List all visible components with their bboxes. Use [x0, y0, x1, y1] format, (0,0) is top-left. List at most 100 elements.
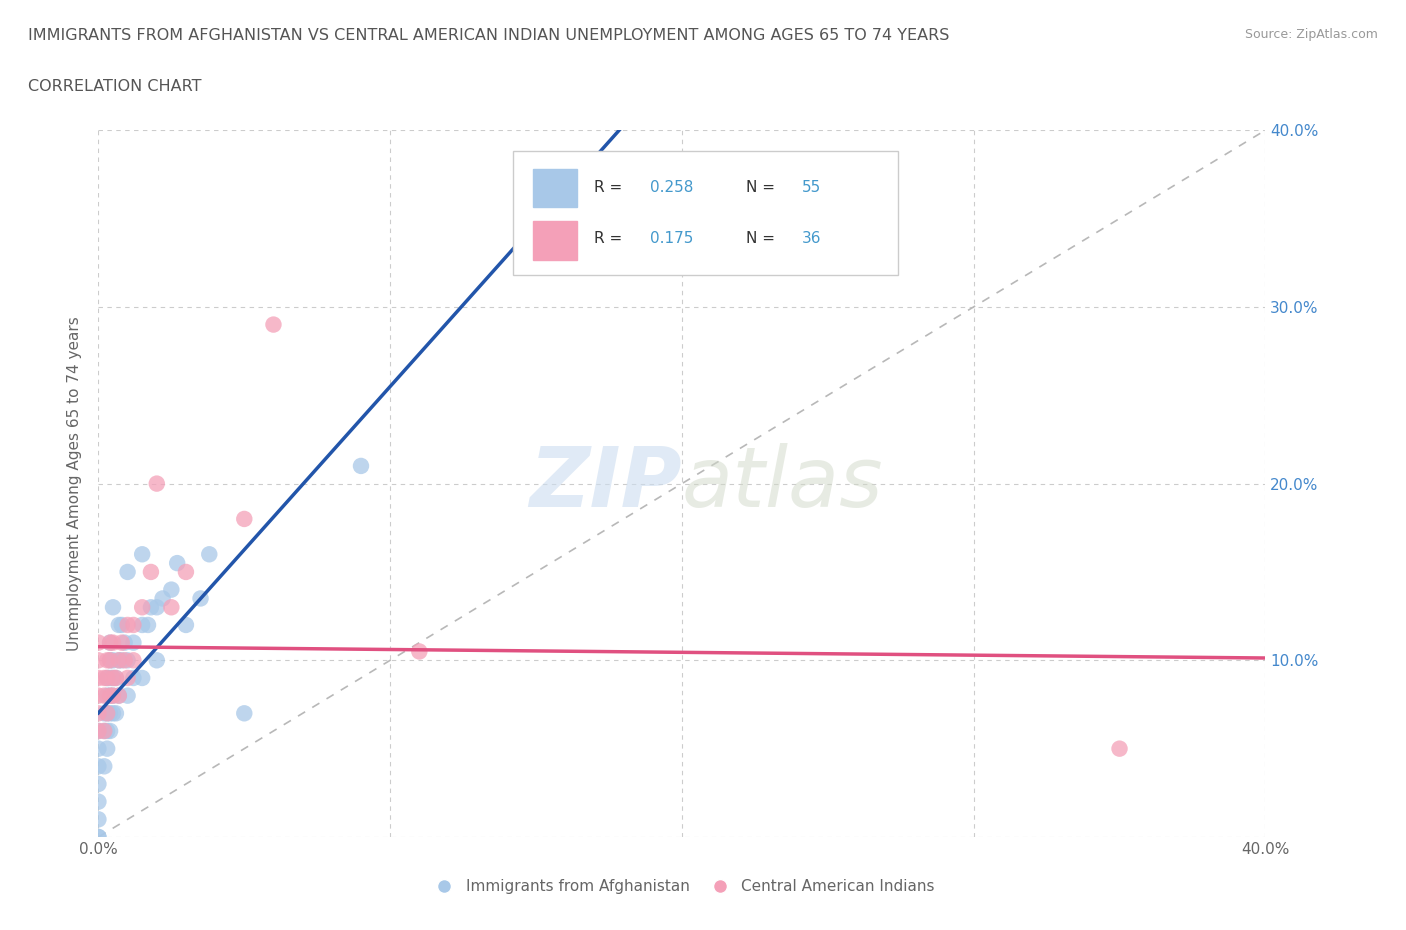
Point	[98, 688, 121, 703]
Point	[136, 618, 159, 632]
Point	[146, 600, 169, 615]
Point	[104, 671, 127, 685]
Text: Source: ZipAtlas.com: Source: ZipAtlas.com	[1244, 28, 1378, 41]
Point	[96, 706, 118, 721]
Point	[87, 741, 110, 756]
Point	[101, 635, 124, 650]
Point	[96, 688, 118, 703]
Point	[93, 724, 115, 738]
Point	[93, 688, 115, 703]
Point	[87, 688, 110, 703]
Text: 55: 55	[801, 180, 821, 195]
Point	[160, 582, 183, 597]
Bar	[533, 221, 576, 259]
Point	[101, 706, 124, 721]
Point	[122, 653, 145, 668]
Point	[87, 794, 110, 809]
Point	[87, 671, 110, 685]
Text: IMMIGRANTS FROM AFGHANISTAN VS CENTRAL AMERICAN INDIAN UNEMPLOYMENT AMONG AGES 6: IMMIGRANTS FROM AFGHANISTAN VS CENTRAL A…	[28, 28, 949, 43]
Text: atlas: atlas	[682, 443, 883, 525]
Point	[96, 724, 118, 738]
Point	[139, 600, 162, 615]
Text: R =: R =	[595, 232, 627, 246]
Point	[166, 556, 188, 571]
Point	[233, 512, 256, 526]
Point	[152, 591, 174, 606]
Point	[96, 671, 118, 685]
Point	[122, 635, 145, 650]
Point	[146, 653, 169, 668]
Point	[131, 600, 153, 615]
Point	[111, 618, 134, 632]
Point	[101, 671, 124, 685]
Point	[87, 706, 110, 721]
Point	[131, 547, 153, 562]
Text: 36: 36	[801, 232, 821, 246]
Point	[101, 653, 124, 668]
Point	[87, 830, 110, 844]
Point	[93, 724, 115, 738]
Point	[108, 688, 131, 703]
Point	[111, 653, 134, 668]
Point	[101, 688, 124, 703]
Point	[96, 706, 118, 721]
Point	[101, 600, 124, 615]
Point	[87, 759, 110, 774]
Text: N =: N =	[747, 232, 780, 246]
Point	[87, 812, 110, 827]
Point	[139, 565, 162, 579]
Point	[122, 618, 145, 632]
Text: N =: N =	[747, 180, 780, 195]
Point	[96, 671, 118, 685]
Point	[96, 653, 118, 668]
Point	[101, 688, 124, 703]
Point	[96, 741, 118, 756]
Point	[98, 706, 121, 721]
Point	[104, 671, 127, 685]
Text: R =: R =	[595, 180, 627, 195]
Y-axis label: Unemployment Among Ages 65 to 74 years: Unemployment Among Ages 65 to 74 years	[67, 316, 83, 651]
Point	[93, 706, 115, 721]
Point	[108, 653, 131, 668]
FancyBboxPatch shape	[513, 152, 898, 275]
Point	[408, 644, 430, 658]
Point	[117, 653, 139, 668]
Point	[108, 688, 131, 703]
Point	[98, 688, 121, 703]
Point	[117, 618, 139, 632]
Point	[104, 706, 127, 721]
Point	[131, 618, 153, 632]
Text: ZIP: ZIP	[529, 443, 682, 525]
Point	[114, 653, 136, 668]
Point	[111, 635, 134, 650]
Bar	[533, 168, 576, 207]
Point	[98, 671, 121, 685]
Point	[190, 591, 212, 606]
Point	[108, 618, 131, 632]
Point	[174, 618, 197, 632]
Point	[262, 317, 284, 332]
Point	[87, 635, 110, 650]
Point	[122, 671, 145, 685]
Text: CORRELATION CHART: CORRELATION CHART	[28, 79, 201, 94]
Point	[108, 653, 131, 668]
Point	[117, 565, 139, 579]
Point	[131, 671, 153, 685]
Point	[98, 653, 121, 668]
Text: 0.175: 0.175	[651, 232, 693, 246]
Point	[198, 547, 221, 562]
Point	[98, 635, 121, 650]
Point	[93, 671, 115, 685]
Point	[117, 688, 139, 703]
Point	[146, 476, 169, 491]
Point	[1108, 741, 1130, 756]
Point	[101, 671, 124, 685]
Point	[98, 635, 121, 650]
Point	[87, 724, 110, 738]
Point	[98, 653, 121, 668]
Point	[93, 759, 115, 774]
Point	[350, 458, 373, 473]
Text: 0.258: 0.258	[651, 180, 693, 195]
Point	[117, 671, 139, 685]
Point	[174, 565, 197, 579]
